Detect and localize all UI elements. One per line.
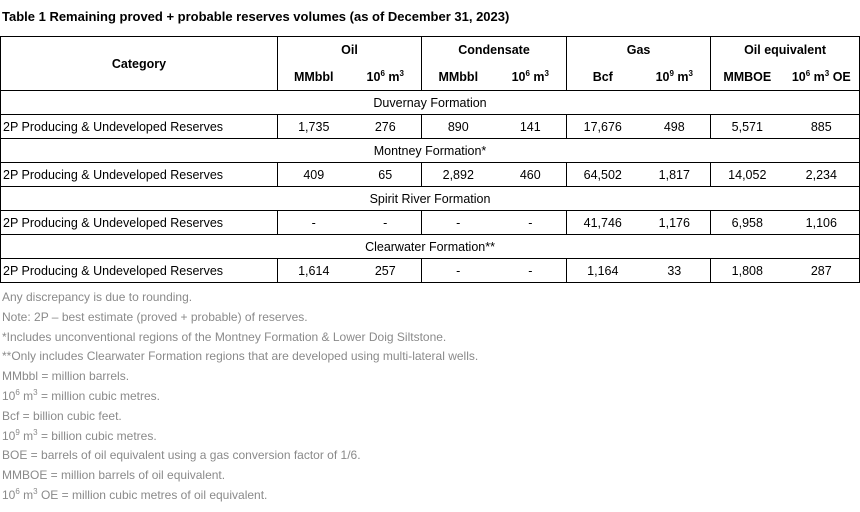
cell-gas-m3: 33 (638, 258, 712, 283)
note-m3: 106 m3 = million cubic metres. (2, 387, 160, 403)
note-mmbbl: MMbbl = million barrels. (2, 369, 130, 384)
gas-bcf-unit: Bcf (566, 63, 639, 91)
cell-oe-mmboe: 14,052 (710, 162, 784, 187)
oil-header: Oil (276, 36, 423, 63)
cell-oil-mmbbl: 409 (277, 162, 350, 187)
cell-oe-mmboe: 6,958 (710, 210, 784, 235)
note-bcf: Bcf = billion cubic feet. (2, 408, 122, 423)
cell-cond-m3: - (494, 210, 568, 235)
note-bm3: 109 m3 = billion cubic metres. (2, 427, 157, 443)
cell-cond-mmbbl: 890 (421, 114, 495, 139)
cell-cond-m3: 460 (494, 162, 568, 187)
row-category: 2P Producing & Undeveloped Reserves (0, 114, 278, 139)
cell-oil-m3: 65 (349, 162, 423, 187)
cell-oil-m3: 276 (349, 114, 423, 139)
section-header-clearwater: Clearwater Formation** (0, 234, 860, 259)
cell-oil-mmbbl: 1,614 (277, 258, 350, 283)
note-2p: Note: 2P – best estimate (proved + proba… (2, 309, 308, 324)
section-header-spirit-river: Spirit River Formation (0, 186, 860, 211)
cell-cond-m3: - (494, 258, 568, 283)
cell-gas-bcf: 1,164 (566, 258, 639, 283)
oil-equivalent-header: Oil equivalent (710, 36, 860, 63)
cell-oe-m3: 885 (783, 114, 860, 139)
reserves-table: Category Oil Condensate Gas Oil equivale… (0, 36, 860, 283)
cell-oe-m3: 1,106 (783, 210, 860, 235)
cell-cond-mmbbl: - (421, 210, 495, 235)
cell-oe-mmboe: 5,571 (710, 114, 784, 139)
note-rounding: Any discrepancy is due to rounding. (2, 290, 193, 304)
table-title: Table 1 Remaining proved + probable rese… (2, 9, 510, 24)
table-row: 2P Producing & Undeveloped Reserves 1,61… (0, 258, 860, 283)
condensate-mmbbl-unit: MMbbl (421, 63, 495, 91)
cell-gas-bcf: 64,502 (566, 162, 639, 187)
row-category: 2P Producing & Undeveloped Reserves (0, 210, 278, 235)
section-header-montney: Montney Formation* (0, 138, 860, 163)
note-boe: BOE = barrels of oil equivalent using a … (2, 448, 361, 463)
row-category: 2P Producing & Undeveloped Reserves (0, 258, 278, 283)
oe-m3-unit: 106 m3 OE (783, 63, 860, 91)
footnotes: Any discrepancy is due to rounding. Note… (2, 288, 478, 506)
oil-mmbbl-unit: MMbbl (277, 63, 350, 91)
section-header-duvernay: Duvernay Formation (0, 90, 860, 115)
cell-gas-bcf: 17,676 (566, 114, 639, 139)
cell-oil-m3: - (349, 210, 423, 235)
cell-gas-m3: 1,817 (638, 162, 712, 187)
cell-oil-m3: 257 (349, 258, 423, 283)
oe-mmboe-unit: MMBOE (710, 63, 784, 91)
cell-oil-mmbbl: 1,735 (277, 114, 350, 139)
cell-oil-mmbbl: - (277, 210, 350, 235)
cell-gas-bcf: 41,746 (566, 210, 639, 235)
cell-gas-m3: 1,176 (638, 210, 712, 235)
note-montney: *Includes unconventional regions of the … (2, 329, 447, 344)
note-clearwater: **Only includes Clearwater Formation reg… (2, 349, 479, 364)
cell-gas-m3: 498 (638, 114, 712, 139)
table-row: 2P Producing & Undeveloped Reserves 1,73… (0, 114, 860, 139)
cell-cond-mmbbl: 2,892 (421, 162, 495, 187)
note-mmboe: MMBOE = million barrels of oil equivalen… (2, 468, 226, 483)
cell-oe-m3: 2,234 (783, 162, 860, 187)
gas-header: Gas (566, 36, 712, 63)
cell-oe-mmboe: 1,808 (710, 258, 784, 283)
gas-m3-unit: 109 m3 (638, 63, 712, 91)
cell-oe-m3: 287 (783, 258, 860, 283)
table-row: 2P Producing & Undeveloped Reserves - - … (0, 210, 860, 235)
cell-cond-mmbbl: - (421, 258, 495, 283)
note-oe: 106 m3 OE = million cubic metres of oil … (2, 486, 268, 502)
category-header: Category (0, 36, 278, 91)
oil-m3-unit: 106 m3 (349, 63, 423, 91)
condensate-m3-unit: 106 m3 (494, 63, 568, 91)
row-category: 2P Producing & Undeveloped Reserves (0, 162, 278, 187)
table-row: 2P Producing & Undeveloped Reserves 409 … (0, 162, 860, 187)
condensate-header: Condensate (421, 36, 568, 63)
cell-cond-m3: 141 (494, 114, 568, 139)
